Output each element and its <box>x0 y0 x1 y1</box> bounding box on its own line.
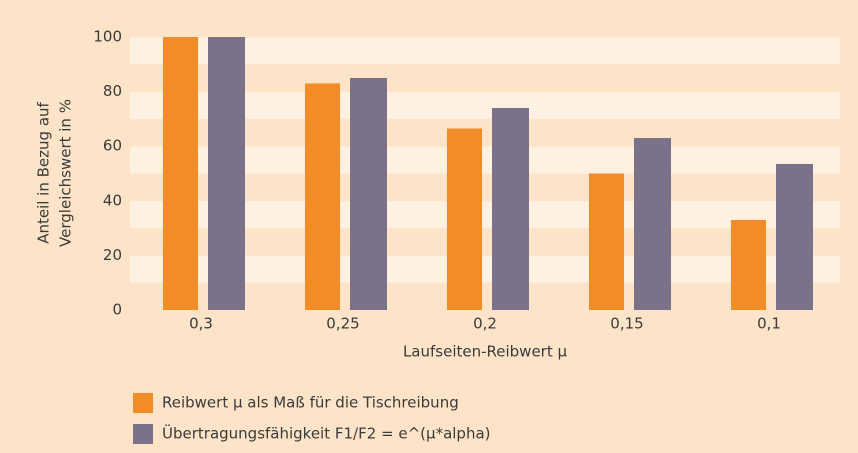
x-tick-label: 0,1 <box>757 315 781 333</box>
bar <box>634 138 671 310</box>
y-tick-label: 60 <box>103 137 122 155</box>
x-tick-label: 0,3 <box>189 315 213 333</box>
stripe <box>130 255 840 283</box>
x-tick-label: 0,2 <box>473 315 497 333</box>
x-tick-label: 0,15 <box>610 315 643 333</box>
x-axis-label: Laufseiten-Reibwert μ <box>403 343 568 361</box>
y-tick-label: 0 <box>112 301 122 319</box>
y-axis-label: Vergleichswert in % <box>57 99 75 247</box>
legend-label: Reibwert μ als Maß für die Tischreibung <box>162 394 459 412</box>
bar <box>350 77 387 310</box>
bar <box>776 163 813 310</box>
y-tick-label: 20 <box>103 246 122 264</box>
y-tick-label: 100 <box>93 28 122 46</box>
stripe <box>130 146 840 174</box>
bar <box>305 83 340 310</box>
y-tick-label: 40 <box>103 191 122 209</box>
x-tick-label: 0,25 <box>326 315 359 333</box>
bar <box>731 219 766 310</box>
bar <box>208 37 245 310</box>
y-tick-label: 80 <box>103 82 122 100</box>
bar <box>163 37 198 310</box>
bar <box>589 173 624 310</box>
legend-label: Übertragungsfähigkeit F1/F2 = e^(μ*alpha… <box>162 424 491 443</box>
bar <box>447 128 482 310</box>
legend-swatch <box>133 424 153 444</box>
stripe <box>130 91 840 119</box>
y-axis-label: Anteil in Bezug auf <box>35 101 53 243</box>
legend-swatch <box>133 393 153 413</box>
stripe <box>130 37 840 65</box>
stripe <box>130 200 840 229</box>
bar <box>492 107 529 310</box>
